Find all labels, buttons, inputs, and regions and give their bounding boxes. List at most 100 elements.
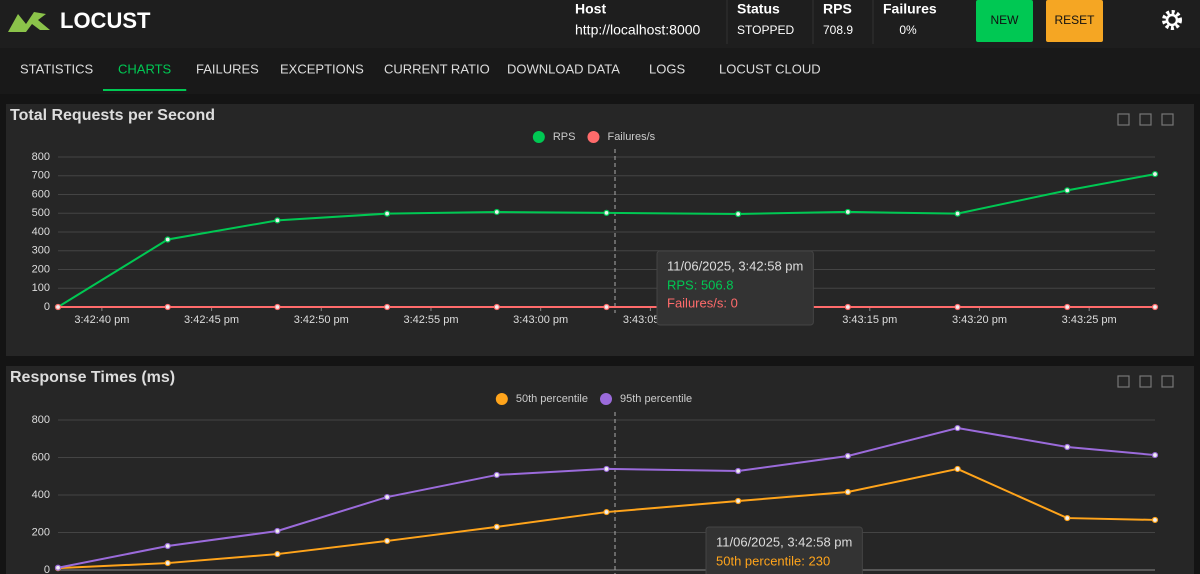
tooltip-line: 50th percentile: 230: [716, 553, 830, 568]
button-label: RESET: [1054, 13, 1095, 27]
data-point: [384, 210, 391, 217]
data-point: [54, 564, 62, 571]
x-tick-label: 3:42:40 pm: [74, 314, 129, 326]
legend-marker: [495, 393, 508, 405]
data-point: [274, 527, 281, 535]
legend-label: RPS: [553, 131, 576, 143]
legend-marker: [587, 131, 600, 143]
logo-icon[interactable]: [8, 12, 50, 32]
data-point: [603, 465, 610, 473]
header-button[interactable]: NEW: [976, 0, 1033, 42]
data-point: [1151, 516, 1159, 524]
nav-tab[interactable]: STATISTICS: [20, 61, 94, 76]
toolbox-glyph: [1117, 113, 1130, 126]
tooltip: [705, 526, 863, 574]
data-point: [603, 508, 610, 516]
data-point: [493, 303, 500, 311]
data-point: [493, 471, 500, 479]
data-point: [164, 236, 171, 243]
x-tick-label: 3:42:55 pm: [403, 314, 458, 326]
chart-title: Total Requests per Second: [10, 107, 215, 124]
tooltip-line: Failures/s: 0: [667, 295, 738, 310]
nav-bar: [0, 48, 1200, 94]
data-point: [164, 559, 171, 567]
data-point: [1151, 451, 1159, 459]
data-point: [735, 497, 742, 505]
data-point: [844, 488, 851, 496]
data-point: [954, 210, 961, 217]
y-tick-label: 200: [32, 526, 50, 538]
toolbox-icon[interactable]: [1161, 113, 1174, 126]
toolbox-icon[interactable]: [1161, 375, 1174, 388]
x-tick-label: 3:43:15 pm: [842, 314, 897, 326]
nav-tab[interactable]: FAILURES: [196, 61, 259, 76]
nav-tab[interactable]: LOCUST CLOUD: [719, 61, 821, 76]
data-point: [164, 542, 171, 550]
nav-tab[interactable]: EXCEPTIONS: [280, 61, 364, 76]
data-point: [735, 467, 742, 475]
toolbox-icon[interactable]: [1139, 375, 1152, 388]
tooltip-title: 11/06/2025, 3:42:58 pm: [716, 534, 852, 549]
nav-tab[interactable]: CURRENT RATIO: [384, 61, 490, 76]
data-point: [164, 303, 171, 311]
toolbox-icon[interactable]: [1117, 375, 1130, 388]
data-point: [844, 303, 851, 311]
y-tick-label: 100: [32, 282, 50, 294]
y-tick-label: 700: [32, 170, 50, 182]
data-point: [384, 303, 391, 311]
tooltip: [656, 250, 814, 326]
gear-teeth: [1162, 10, 1182, 30]
header-button[interactable]: RESET: [1046, 0, 1103, 42]
x-tick-label: 3:43:25 pm: [1062, 314, 1117, 326]
chart-panel: [6, 104, 1194, 356]
toolbox-glyph: [1117, 375, 1130, 388]
toolbox-glyph: [1161, 375, 1174, 388]
button-bg: [976, 0, 1033, 42]
data-point: [1064, 303, 1071, 311]
toolbox-icon[interactable]: [1139, 113, 1152, 126]
y-tick-label: 300: [32, 245, 50, 257]
nav-tab[interactable]: DOWNLOAD DATA: [507, 61, 620, 76]
tooltip-line: RPS: 506.8: [667, 277, 734, 292]
data-point: [274, 303, 281, 311]
button-label: NEW: [991, 13, 1020, 27]
stat-label: RPS: [823, 1, 852, 17]
nav-tab[interactable]: LOGS: [649, 61, 685, 76]
toolbox-icon[interactable]: [1117, 113, 1130, 126]
tooltip-title: 11/06/2025, 3:42:58 pm: [667, 258, 803, 273]
y-tick-label: 500: [32, 207, 50, 219]
stat-value: http://localhost:8000: [575, 22, 701, 38]
stat-value: 708.9: [823, 23, 853, 37]
y-tick-label: 0: [44, 564, 50, 574]
y-tick-label: 400: [32, 489, 50, 501]
data-point: [384, 493, 391, 501]
stat-value: STOPPED: [737, 23, 794, 37]
x-tick-label: 3:43:20 pm: [952, 314, 1007, 326]
stat-value: 0%: [899, 23, 917, 37]
y-tick-label: 0: [44, 301, 50, 313]
data-point: [1151, 303, 1159, 311]
data-point: [1064, 187, 1071, 194]
gear-ring: [1165, 13, 1179, 27]
chart-title: Response Times (ms): [10, 369, 175, 386]
data-point: [1151, 170, 1159, 178]
stat-label: Host: [575, 1, 606, 17]
toolbox-glyph: [1161, 113, 1174, 126]
x-tick-label: 3:42:45 pm: [184, 314, 239, 326]
data-point: [54, 303, 62, 311]
settings-icon[interactable]: [1162, 10, 1182, 30]
data-point: [735, 210, 742, 218]
data-point: [1064, 514, 1071, 522]
legend-label: 50th percentile: [516, 393, 588, 405]
y-tick-label: 800: [32, 151, 50, 163]
legend-label: 95th percentile: [620, 393, 692, 405]
data-point: [954, 465, 961, 473]
y-tick-label: 200: [32, 263, 50, 275]
data-point: [603, 209, 610, 216]
x-tick-label: 3:42:50 pm: [294, 314, 349, 326]
nav-tab[interactable]: CHARTS: [118, 61, 172, 76]
toolbox-glyph: [1139, 113, 1152, 126]
data-point: [493, 523, 500, 530]
legend-marker: [532, 131, 545, 143]
legend-marker: [600, 393, 612, 405]
